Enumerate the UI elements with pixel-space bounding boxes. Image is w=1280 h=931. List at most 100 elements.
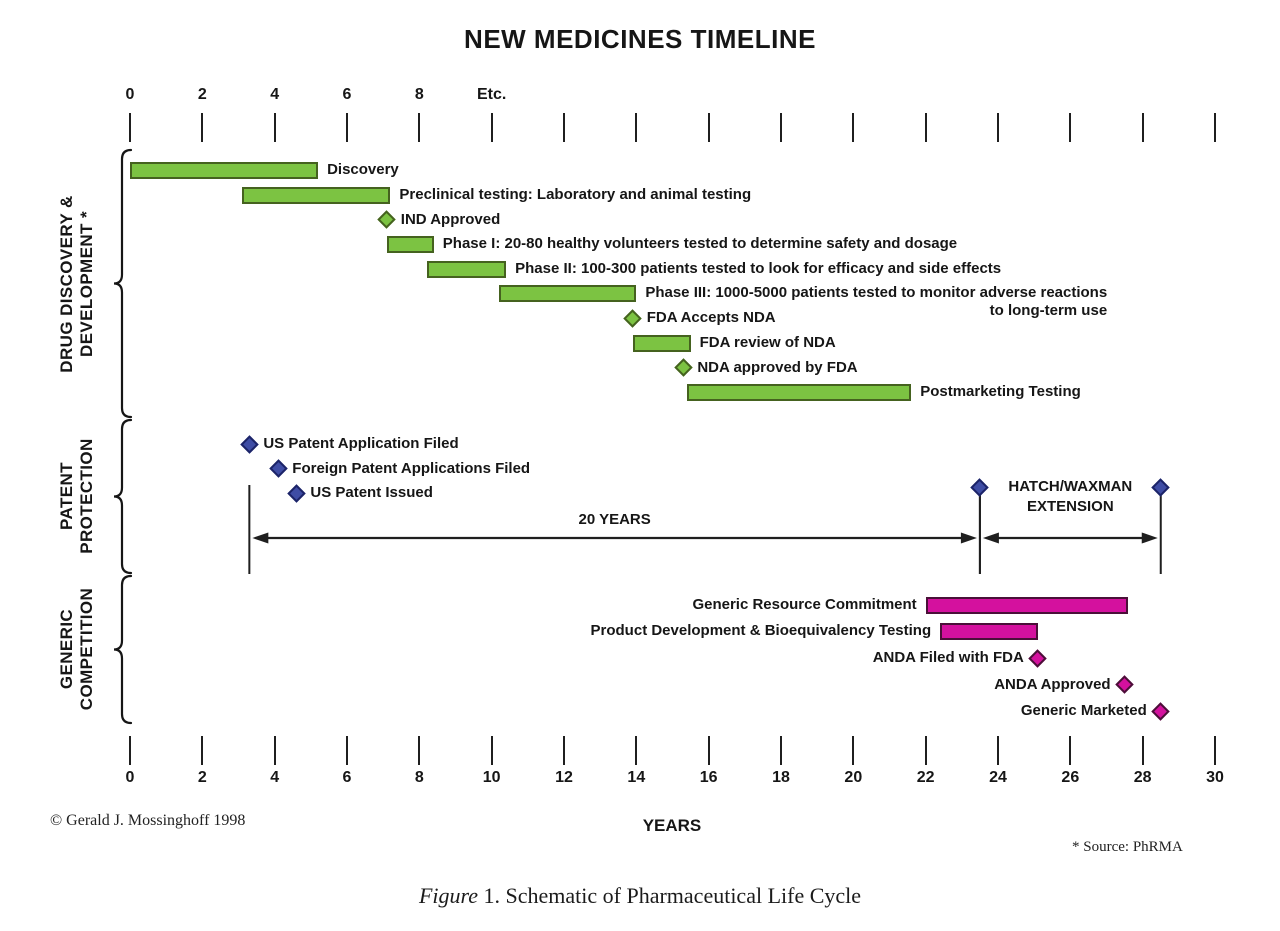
bar-label: Phase I: 20-80 healthy volunteers tested… <box>442 234 958 252</box>
bottom-axis-tick <box>563 736 565 765</box>
top-axis-tick <box>707 113 710 142</box>
top-axis-tick <box>273 113 276 142</box>
timeline-bar <box>130 162 319 179</box>
top-axis-tick <box>997 113 999 142</box>
top-axis-tick <box>418 113 421 142</box>
bar-label: FDA review of NDA <box>699 333 836 351</box>
top-axis-tick <box>635 113 638 142</box>
bottom-axis-tick-label: 8 <box>414 769 424 786</box>
caption-text: 1. Schematic of Pharmaceutical Life Cycl… <box>478 883 862 908</box>
milestone-diamond <box>269 459 288 478</box>
bottom-axis-tick <box>635 736 638 765</box>
extension-diamond <box>1151 477 1170 497</box>
bottom-axis-tick <box>1141 736 1144 765</box>
bar-label: Product Development & Bioequivalency Tes… <box>590 622 932 639</box>
milestone-diamond <box>1028 648 1047 668</box>
bottom-axis-tick <box>852 736 855 765</box>
bottom-axis-tick-label: 22 <box>916 769 935 786</box>
top-axis-tick-label: Etc. <box>476 86 507 103</box>
bar-label: Postmarketing Testing <box>920 382 1081 400</box>
section-brace <box>113 418 133 575</box>
top-axis-tick-label: 2 <box>197 86 207 103</box>
bottom-axis-tick-label: 18 <box>772 769 790 786</box>
arrowhead-left-icon <box>252 532 269 544</box>
bottom-axis-tick-label: 30 <box>1206 769 1224 786</box>
arrowhead-right-icon <box>1141 532 1158 544</box>
top-axis-tick-label: 8 <box>414 86 424 103</box>
bottom-axis-tick <box>273 736 276 765</box>
chart-title: NEW MEDICINES TIMELINE <box>464 24 816 54</box>
bottom-axis-tick-label: 26 <box>1061 769 1080 786</box>
bottom-axis-tick-label: 2 <box>197 769 207 786</box>
top-axis-tick <box>490 113 493 142</box>
top-axis-tick <box>1214 113 1216 142</box>
timeline-bar <box>386 235 434 253</box>
bottom-axis-tick <box>997 736 999 765</box>
milestone-label: Foreign Patent Applications Filed <box>292 459 531 477</box>
bar-label: Generic Resource Commitment <box>692 595 917 613</box>
top-axis-tick <box>1069 113 1072 142</box>
milestone-diamond <box>623 309 642 328</box>
bottom-axis-tick <box>201 736 204 765</box>
milestone-diamond <box>377 210 396 229</box>
timeline-bar <box>426 260 507 278</box>
extension-diamond <box>970 477 990 497</box>
timeline-bar <box>940 623 1038 640</box>
section-label-patent-protection: PATENT PROTECTION <box>57 438 96 554</box>
x-axis-title: YEARS <box>642 816 702 835</box>
bottom-axis-tick <box>129 736 131 765</box>
top-axis-tick <box>1141 113 1144 142</box>
bottom-axis-tick-label: 12 <box>555 769 573 786</box>
top-axis-tick <box>129 113 131 142</box>
bottom-axis-tick-label: 16 <box>699 769 718 786</box>
caption-figure-word: Figure <box>418 883 479 908</box>
section-label-generic-competition: GENERIC COMPETITION <box>57 587 96 711</box>
milestone-diamond <box>1115 675 1134 694</box>
copyright-note: © Gerald J. Mossinghoff 1998 <box>50 812 246 829</box>
milestone-label: NDA approved by FDA <box>697 358 858 376</box>
top-axis-tick <box>346 113 348 142</box>
section-brace <box>113 574 133 725</box>
bottom-axis-tick <box>418 736 421 765</box>
bottom-axis-tick <box>1214 736 1216 765</box>
timeline-bar <box>242 186 391 204</box>
timeline-bar <box>925 596 1129 614</box>
top-axis-tick <box>563 113 565 142</box>
bottom-axis-tick-label: 28 <box>1133 769 1152 786</box>
bottom-axis-tick <box>924 736 927 765</box>
milestone-label: Generic Marketed <box>1020 702 1147 719</box>
bottom-axis-tick <box>490 736 493 765</box>
bottom-axis-tick-label: 4 <box>270 769 280 786</box>
bottom-axis-tick-label: 24 <box>989 769 1007 786</box>
source-note: * Source: PhRMA <box>1072 839 1183 855</box>
milestone-label: FDA Accepts NDA <box>646 309 776 327</box>
section-brace <box>113 148 133 419</box>
bottom-axis-tick-label: 14 <box>627 769 646 786</box>
bar-label: Phase II: 100-300 patients tested to loo… <box>515 259 1002 277</box>
milestone-label: US Patent Application Filed <box>263 435 459 452</box>
milestone-label: IND Approved <box>400 210 501 228</box>
bottom-axis-tick <box>1069 736 1072 765</box>
figure-caption: Figure 1. Schematic of Pharmaceutical Li… <box>0 883 1280 909</box>
top-axis-tick <box>924 113 927 142</box>
top-axis-tick-label: 4 <box>270 86 280 103</box>
arrowhead-right-icon <box>960 532 977 544</box>
bottom-axis-tick-label: 20 <box>844 769 863 786</box>
span-label: 20 YEARS <box>578 511 651 528</box>
top-axis-tick-label: 6 <box>342 86 352 103</box>
section-label-drug-discovery: DRUG DISCOVERY & DEVELOPMENT * <box>57 195 96 373</box>
milestone-label: US Patent Issued <box>310 484 433 501</box>
top-axis-tick <box>780 113 782 142</box>
milestone-diamond <box>287 483 306 503</box>
top-axis-tick <box>852 113 855 142</box>
top-axis-tick <box>201 113 204 142</box>
bottom-axis-tick-label: 10 <box>482 769 501 786</box>
bar-label: Phase III: 1000-5000 patients tested to … <box>645 284 1108 320</box>
milestone-diamond <box>1151 701 1170 721</box>
timeline-bar <box>686 383 912 401</box>
bar-label: Preclinical testing: Laboratory and anim… <box>399 185 752 203</box>
milestone-label: ANDA Approved <box>994 675 1111 693</box>
